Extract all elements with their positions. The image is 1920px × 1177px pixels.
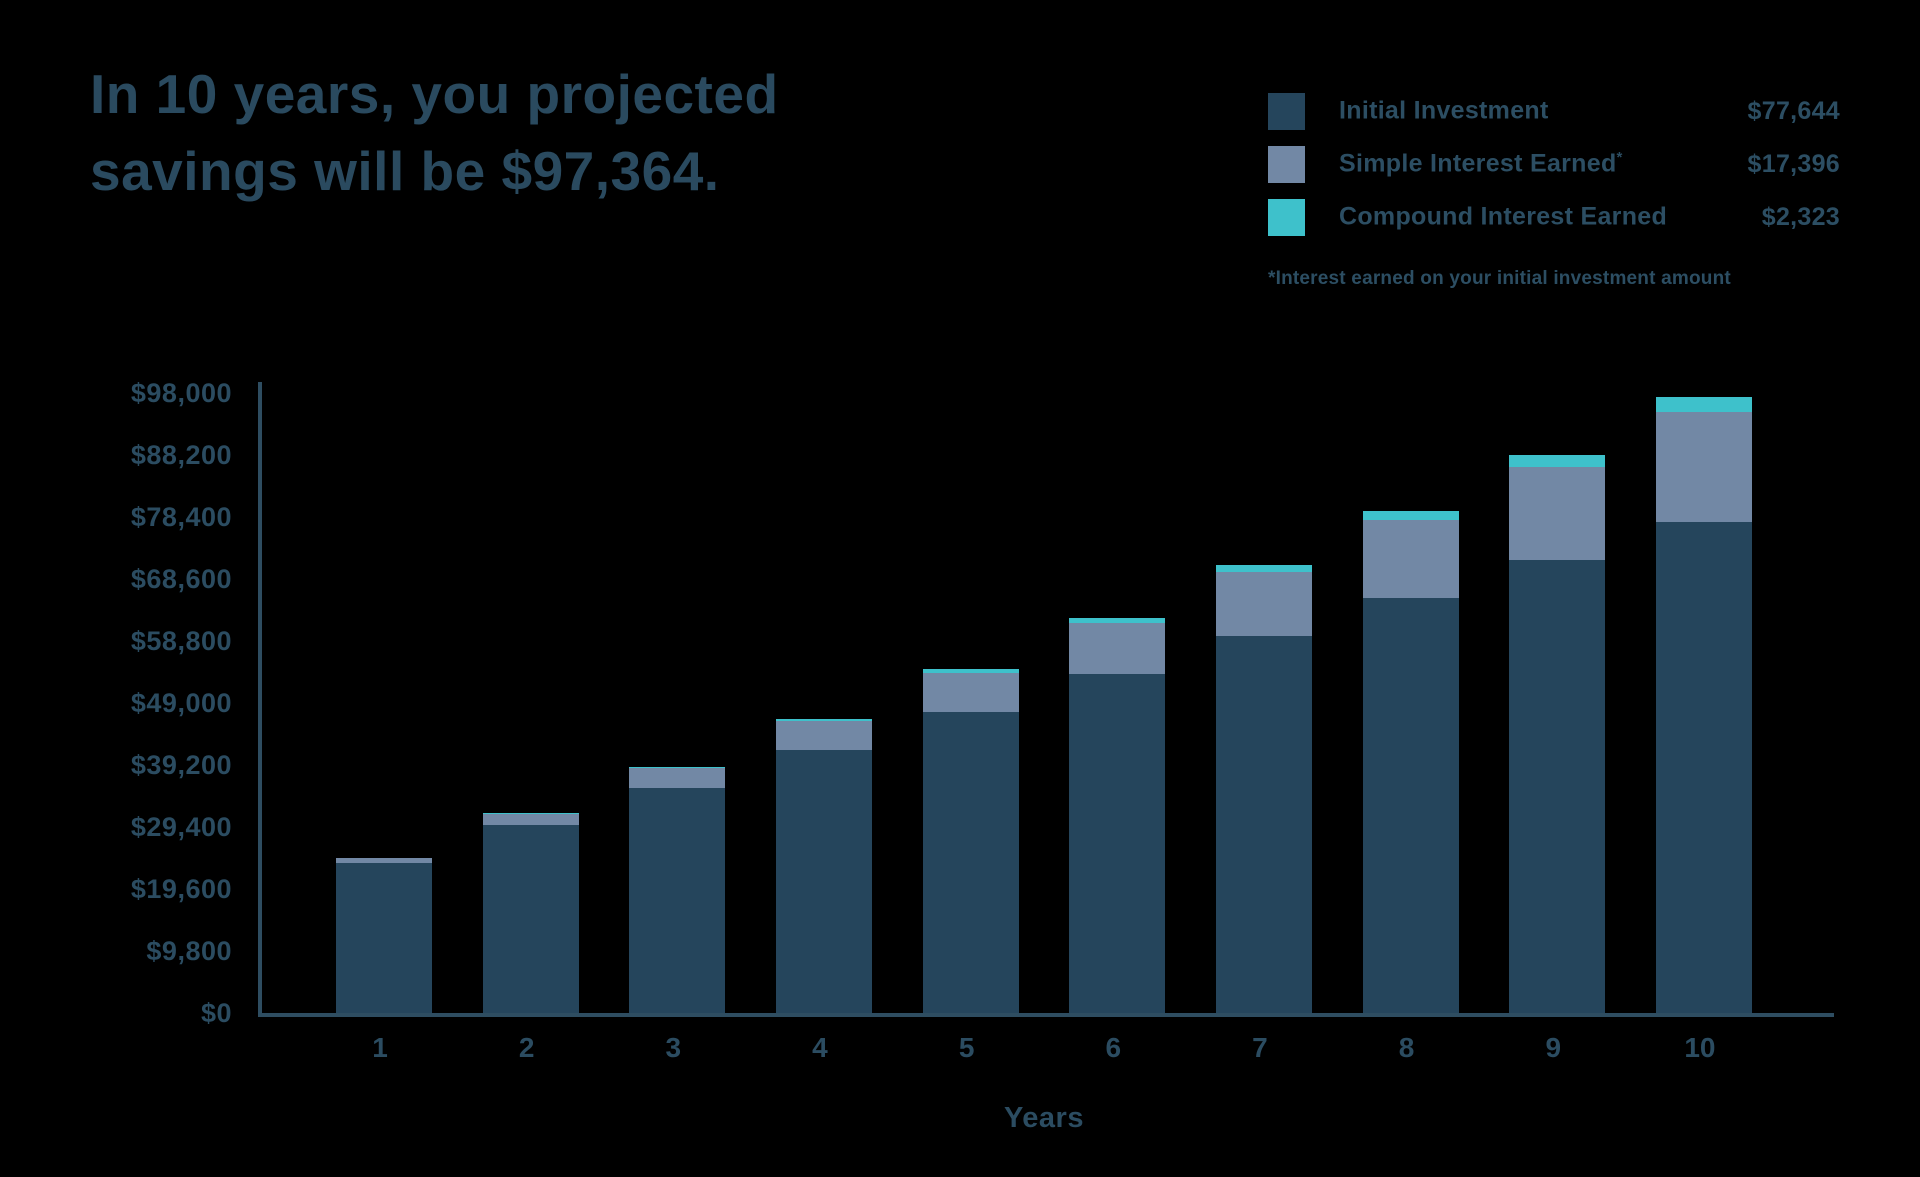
y-tick-label: $78,400 xyxy=(130,502,232,532)
segment-simple-interest-earned xyxy=(1655,411,1752,522)
segment-compound-interest-earned xyxy=(775,718,872,722)
segment-simple-interest-earned xyxy=(1069,623,1166,674)
segment-compound-interest-earned xyxy=(1215,565,1312,573)
segment-compound-interest-earned xyxy=(1655,397,1752,412)
legend-item-label-text: Simple Interest Earned xyxy=(1339,149,1617,178)
segment-simple-interest-earned xyxy=(336,858,432,864)
segment-initial-investment xyxy=(775,749,872,1013)
segment-initial-investment xyxy=(922,711,1019,1013)
segment-simple-interest-earned xyxy=(1509,466,1606,560)
bar-year-8[interactable] xyxy=(1362,510,1459,1013)
segment-simple-interest-earned xyxy=(1215,572,1312,636)
legend-item-asterisk: * xyxy=(1616,149,1623,167)
legend-item-label: Initial Investment xyxy=(1339,96,1549,125)
x-tick-label: 6 xyxy=(1105,1032,1122,1063)
y-tick-label: $58,800 xyxy=(130,626,232,656)
bar-year-3[interactable] xyxy=(629,766,726,1013)
simple-interest-swatch-icon xyxy=(1268,145,1305,183)
y-tick-label: $39,200 xyxy=(130,750,232,780)
segment-compound-interest-earned xyxy=(482,813,579,814)
legend-item-value: $2,323 xyxy=(1761,202,1840,231)
segment-initial-investment xyxy=(1069,673,1166,1013)
x-tick-label: 3 xyxy=(665,1032,682,1063)
segment-simple-interest-earned xyxy=(922,672,1019,712)
segment-initial-investment xyxy=(336,863,432,1013)
legend-item-initial-investment: Initial Investment $77,644 xyxy=(1268,92,1840,130)
y-tick-label: $9,800 xyxy=(146,936,232,966)
legend-item-value: $17,396 xyxy=(1747,149,1840,178)
bar-year-5[interactable] xyxy=(922,669,1019,1013)
chart-headline: In 10 years, you projected savings will … xyxy=(90,56,950,210)
segment-compound-interest-earned xyxy=(1509,454,1606,467)
chart-headline-line1: In 10 years, you projected xyxy=(90,63,779,125)
segment-compound-interest-earned xyxy=(922,669,1019,673)
segment-simple-interest-earned xyxy=(629,768,726,788)
y-tick-label: $29,400 xyxy=(130,812,232,842)
bar-year-9[interactable] xyxy=(1509,454,1606,1013)
segment-initial-investment xyxy=(1362,597,1459,1013)
chart-headline-line2: savings will be $97,364. xyxy=(90,140,720,202)
segment-initial-investment xyxy=(1509,559,1606,1013)
legend: Initial Investment $77,644 Simple Intere… xyxy=(1268,92,1840,290)
legend-item-label-text: Initial Investment xyxy=(1339,96,1549,125)
segment-compound-interest-earned xyxy=(1362,510,1459,521)
segment-compound-interest-earned xyxy=(629,766,726,769)
x-tick-label: 1 xyxy=(372,1032,388,1063)
segment-compound-interest-earned xyxy=(1069,617,1166,624)
legend-item-simple-interest: Simple Interest Earned* $17,396 xyxy=(1268,145,1840,183)
bar-year-7[interactable] xyxy=(1215,565,1312,1013)
legend-item-label-text: Compound Interest Earned xyxy=(1339,202,1668,231)
x-tick-label: 7 xyxy=(1252,1032,1268,1063)
segment-initial-investment xyxy=(629,787,726,1013)
legend-item-compound-interest: Compound Interest Earned $2,323 xyxy=(1268,198,1840,236)
y-tick-label: $88,200 xyxy=(130,440,232,470)
bar-year-2[interactable] xyxy=(482,813,579,1013)
x-axis-labels: 1 2 3 4 5 6 7 8 9 10 xyxy=(258,1032,1830,1064)
segment-initial-investment xyxy=(1655,521,1752,1013)
initial-investment-swatch-icon xyxy=(1268,92,1305,130)
segment-simple-interest-earned xyxy=(1362,520,1459,598)
y-tick-label: $68,600 xyxy=(130,564,232,594)
y-tick-label: $98,000 xyxy=(130,378,232,408)
segment-initial-investment xyxy=(1215,635,1312,1013)
x-tick-label: 4 xyxy=(812,1032,828,1063)
legend-item-value: $77,644 xyxy=(1747,96,1840,125)
legend-item-label: Simple Interest Earned* xyxy=(1339,149,1623,178)
compound-interest-swatch-icon xyxy=(1268,198,1305,236)
x-axis-title: Years xyxy=(1004,1102,1084,1134)
bar-year-6[interactable] xyxy=(1069,617,1166,1013)
y-tick-label: $0 xyxy=(200,998,232,1028)
segment-initial-investment xyxy=(482,825,579,1013)
y-tick-label: $49,000 xyxy=(130,688,232,718)
x-tick-label: 5 xyxy=(958,1032,975,1063)
x-tick-label: 10 xyxy=(1684,1032,1716,1063)
bars xyxy=(262,382,1834,1013)
x-tick-label: 2 xyxy=(518,1032,535,1063)
plot-area xyxy=(258,382,1834,1017)
y-tick-label: $19,600 xyxy=(130,874,232,904)
x-tick-label: 9 xyxy=(1545,1032,1562,1063)
segment-simple-interest-earned xyxy=(775,721,872,750)
bar-year-4[interactable] xyxy=(775,718,872,1013)
legend-footnote: *Interest earned on your initial investm… xyxy=(1268,268,1731,289)
x-tick-label: 8 xyxy=(1398,1032,1415,1063)
y-axis-labels: $0 $9,800 $19,600 $29,400 $39,200 $49,000 $58,… xyxy=(30,378,232,1028)
legend-item-label: Compound Interest Earned xyxy=(1339,202,1667,231)
segment-simple-interest-earned xyxy=(482,813,579,826)
bar-year-1[interactable] xyxy=(336,858,432,1013)
bar-year-10[interactable] xyxy=(1655,397,1752,1013)
